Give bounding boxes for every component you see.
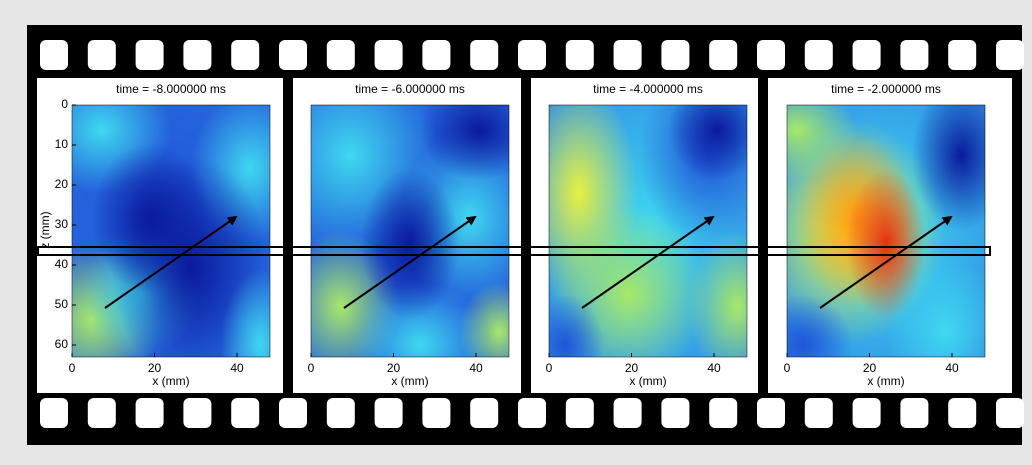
heatmap-blob <box>360 168 460 320</box>
heatmap-field <box>549 105 747 357</box>
y-tick-label: 30 <box>55 217 69 231</box>
x-tick-label: 20 <box>863 361 877 375</box>
y-tick-label: 20 <box>55 177 69 191</box>
sprocket-hole <box>900 40 929 70</box>
sprocket-hole <box>374 40 403 70</box>
sprocket-hole <box>231 40 260 70</box>
frame-separator <box>758 78 768 393</box>
heatmap-blob <box>787 105 857 181</box>
sprocket-hole <box>518 40 546 70</box>
y-tick-label: 10 <box>55 137 69 151</box>
frame-separator <box>521 78 531 393</box>
axes-box <box>71 104 271 358</box>
sprocket-hole <box>87 40 116 70</box>
heatmap-blob <box>687 231 747 357</box>
x-tick-label: 20 <box>625 361 639 375</box>
x-axis-label: x (mm) <box>391 374 428 388</box>
x-axis-label: x (mm) <box>867 374 904 388</box>
axes-box <box>786 104 986 358</box>
panel-title: time = -4.000000 ms <box>593 82 703 96</box>
heatmap-blob <box>91 142 211 294</box>
x-tick-label: 0 <box>69 361 76 375</box>
x-tick-label: 40 <box>945 361 959 375</box>
sprocket-hole <box>565 398 594 428</box>
highlight-band <box>37 246 991 256</box>
sprocket-hole <box>996 40 1024 70</box>
x-tick-label: 40 <box>230 361 244 375</box>
sprocket-hole <box>852 398 881 428</box>
arrow <box>581 215 715 309</box>
sprocket-hole <box>804 398 833 428</box>
x-tick-label: 0 <box>308 361 315 375</box>
heatmap-blob <box>886 256 985 357</box>
y-tick-label: 50 <box>55 297 69 311</box>
frame-separator <box>283 78 293 393</box>
sprocket-hole <box>948 398 977 428</box>
sprocket-hole <box>87 398 116 428</box>
sprocket-hole <box>757 40 785 70</box>
axes-box <box>548 104 748 358</box>
sprocket-hole <box>40 40 68 70</box>
axes-box <box>310 104 510 358</box>
sprocket-hole <box>422 398 451 428</box>
sprocket-hole <box>565 40 594 70</box>
heatmap-blob <box>911 105 985 231</box>
sprocket-hole <box>135 398 164 428</box>
panel-title: time = -2.000000 ms <box>831 82 941 96</box>
sprocket-hole <box>470 398 499 428</box>
sprocket-hole <box>709 398 738 428</box>
arrow <box>104 215 238 309</box>
heatmap-blob <box>549 294 605 357</box>
sprocket-hole <box>422 40 451 70</box>
sprocket-hole <box>852 40 881 70</box>
x-tick-label: 40 <box>469 361 483 375</box>
arrow <box>819 215 953 309</box>
heatmap <box>549 105 747 357</box>
sprocket-hole <box>183 398 212 428</box>
sprocket-hole <box>661 398 690 428</box>
sprocket-hole <box>518 398 546 428</box>
x-axis-label: x (mm) <box>152 374 189 388</box>
x-axis-label: x (mm) <box>629 374 666 388</box>
x-tick-label: 0 <box>784 361 791 375</box>
sprocket-hole <box>613 40 642 70</box>
sprocket-hole <box>279 40 307 70</box>
y-tick-label: 40 <box>55 257 69 271</box>
heatmap-field <box>311 105 509 357</box>
x-tick-label: 0 <box>546 361 553 375</box>
sprocket-hole <box>996 398 1024 428</box>
x-tick-label: 40 <box>707 361 721 375</box>
sprocket-hole <box>661 40 690 70</box>
sprocket-hole <box>135 40 164 70</box>
sprocket-hole <box>326 398 355 428</box>
heatmap-blob <box>667 105 747 181</box>
panel-title: time = -8.000000 ms <box>116 82 226 96</box>
sprocket-hole <box>757 398 785 428</box>
sprocket-hole <box>231 398 260 428</box>
x-tick-label: 20 <box>148 361 162 375</box>
sprocket-hole <box>470 40 499 70</box>
sprocket-hole <box>40 398 68 428</box>
sprocket-hole <box>804 40 833 70</box>
x-tick-label: 20 <box>387 361 401 375</box>
sprocket-hole <box>613 398 642 428</box>
heatmap-blob <box>459 281 509 357</box>
sprocket-hole <box>709 40 738 70</box>
sprocket-hole <box>374 398 403 428</box>
y-tick-label: 0 <box>61 97 68 111</box>
heatmap-blob <box>419 105 509 181</box>
y-axis-label: z (mm) <box>38 211 52 248</box>
sprocket-hole <box>900 398 929 428</box>
sprocket-hole <box>948 40 977 70</box>
heatmap <box>311 105 509 357</box>
heatmap-blob <box>220 268 270 357</box>
panel-title: time = -6.000000 ms <box>355 82 465 96</box>
arrow <box>343 215 477 309</box>
sprocket-hole <box>279 398 307 428</box>
sprocket-hole <box>326 40 355 70</box>
sprocket-hole <box>183 40 212 70</box>
y-tick-label: 60 <box>55 337 69 351</box>
heatmap-blob <box>787 294 853 357</box>
